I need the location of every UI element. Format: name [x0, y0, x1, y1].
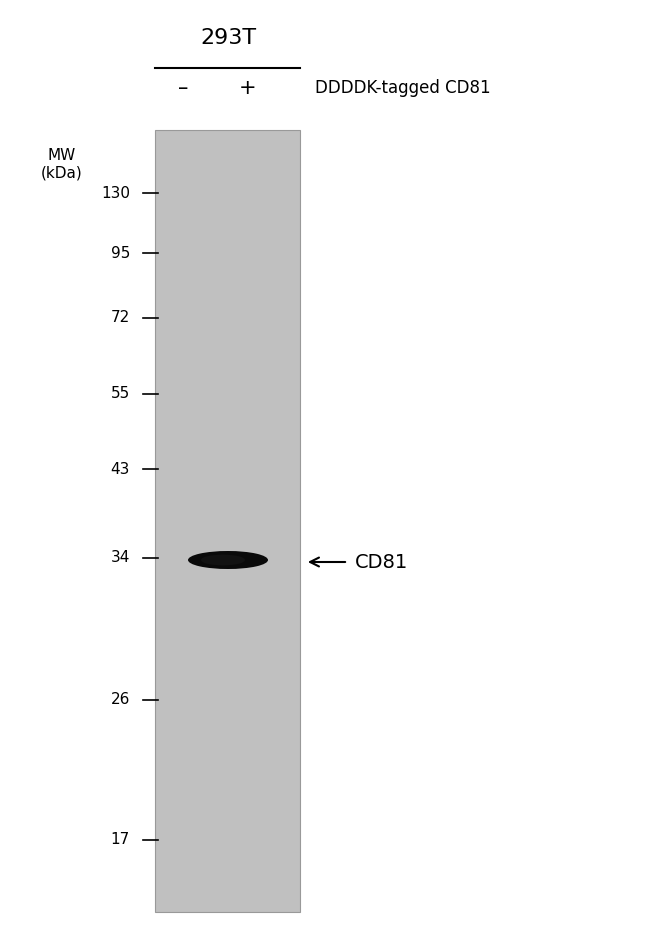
Text: 34: 34 [111, 550, 130, 566]
Text: 26: 26 [111, 693, 130, 708]
Text: +: + [239, 78, 257, 98]
Text: 55: 55 [111, 387, 130, 402]
Ellipse shape [188, 551, 268, 569]
Ellipse shape [201, 554, 245, 566]
Text: DDDDK-tagged CD81: DDDDK-tagged CD81 [315, 79, 491, 97]
Text: 293T: 293T [200, 28, 256, 48]
Text: 17: 17 [111, 833, 130, 848]
Text: 95: 95 [111, 246, 130, 261]
Text: –: – [178, 78, 188, 98]
Text: 72: 72 [111, 311, 130, 326]
Text: 130: 130 [101, 185, 130, 200]
Text: MW
(kDa): MW (kDa) [41, 148, 83, 181]
Text: CD81: CD81 [355, 552, 408, 571]
Bar [155, 130, 300, 912]
Text: 43: 43 [111, 461, 130, 476]
